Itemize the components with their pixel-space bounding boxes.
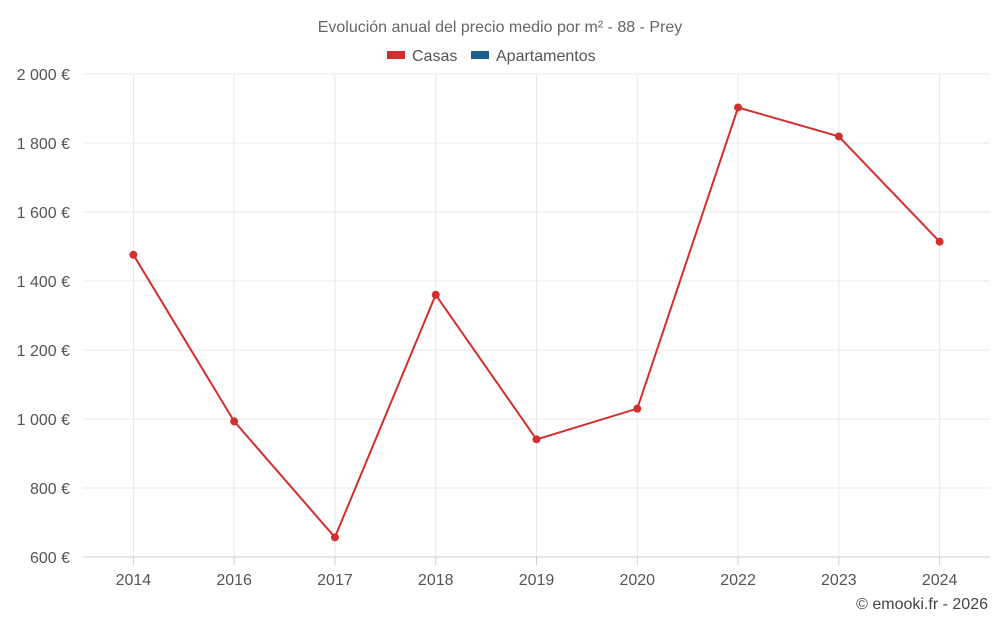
- x-tick-label: 2024: [922, 572, 958, 589]
- legend-label-casas: Casas: [412, 48, 457, 65]
- legend: Casas Apartamentos: [387, 48, 596, 65]
- y-tick-label: 1 200 €: [17, 343, 70, 360]
- data-point-casas[interactable]: [633, 404, 642, 413]
- credit-text: © emooki.fr - 2026: [856, 596, 988, 613]
- y-tick-label: 1 600 €: [17, 205, 70, 222]
- legend-swatch-apartamentos: [471, 51, 489, 59]
- x-tick-label: 2014: [116, 572, 152, 589]
- legend-swatch-casas: [387, 51, 405, 59]
- y-tick-label: 1 800 €: [17, 136, 70, 153]
- y-tick-label: 800 €: [30, 481, 70, 498]
- data-point-casas[interactable]: [532, 435, 541, 444]
- x-tick-label: 2020: [619, 572, 655, 589]
- data-point-casas[interactable]: [129, 250, 138, 259]
- y-tick-label: 600 €: [30, 550, 70, 567]
- legend-label-apartamentos: Apartamentos: [496, 48, 596, 65]
- data-point-casas[interactable]: [734, 103, 743, 112]
- y-axis: 600 € 800 € 1 000 € 1 200 € 1 400 € 1 600 € 1 …: [17, 67, 70, 567]
- plot-area: [129, 103, 944, 542]
- data-point-casas[interactable]: [431, 290, 440, 299]
- legend-item-casas[interactable]: Casas: [387, 48, 457, 65]
- data-point-casas[interactable]: [834, 132, 843, 141]
- x-tick-label: 2022: [720, 572, 756, 589]
- x-tick-label: 2016: [216, 572, 252, 589]
- data-point-casas[interactable]: [230, 417, 239, 426]
- x-tick-label: 2023: [821, 572, 857, 589]
- y-tick-label: 1 400 €: [17, 274, 70, 291]
- chart-title: Evolución anual del precio medio por m² …: [318, 19, 683, 36]
- x-tick-label: 2017: [317, 572, 353, 589]
- y-tick-label: 1 000 €: [17, 412, 70, 429]
- gridlines: [83, 73, 990, 558]
- data-point-casas[interactable]: [935, 237, 944, 246]
- legend-item-apartamentos[interactable]: Apartamentos: [471, 48, 596, 65]
- x-tick-label: 2019: [519, 572, 555, 589]
- y-tick-label: 2 000 €: [17, 67, 70, 84]
- x-axis: 2014 2016 2017 2018 2019 2020 2022 2023 2024: [83, 556, 990, 589]
- x-tick-label: 2018: [418, 572, 454, 589]
- data-point-casas[interactable]: [330, 533, 339, 542]
